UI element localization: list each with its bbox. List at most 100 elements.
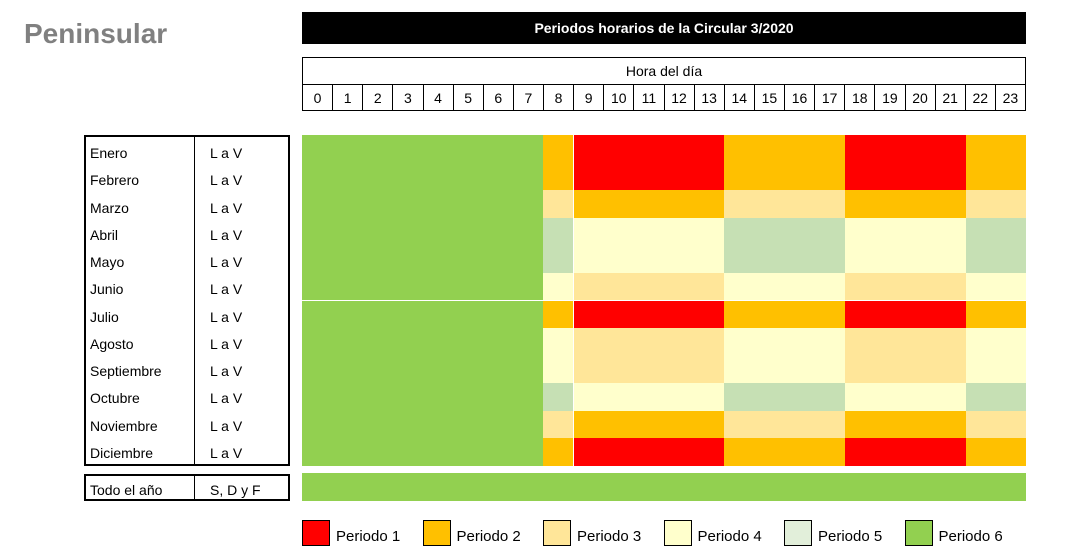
hour-label-7: 7 <box>514 85 544 110</box>
period-cell-p2 <box>573 410 725 439</box>
annual-table-divider <box>194 476 195 499</box>
legend-label: Periodo 5 <box>818 528 883 545</box>
period-cell-p2 <box>845 190 966 218</box>
period-cell-p2 <box>724 438 845 466</box>
period-cell-p1 <box>845 300 966 329</box>
period-cell-p5 <box>543 383 574 411</box>
period-cell-p5 <box>543 245 574 273</box>
period-cell-p4 <box>543 328 574 356</box>
hour-label-19: 19 <box>875 85 906 110</box>
hour-label-11: 11 <box>634 85 665 110</box>
legend-swatch <box>784 520 812 546</box>
month-name: Julio <box>90 308 119 325</box>
period-cell-p3 <box>573 272 725 301</box>
period-cell-p6 <box>302 272 544 301</box>
legend-label: Periodo 2 <box>456 528 521 545</box>
month-name: Noviembre <box>90 417 158 434</box>
x-axis-label: Hora del día <box>302 57 1026 84</box>
period-cell-p5 <box>724 245 845 273</box>
month-row: Junio L a V <box>86 273 288 300</box>
period-cell-p2 <box>543 438 574 466</box>
annual-label: Todo el año <box>90 482 163 498</box>
hour-label-20: 20 <box>906 85 936 110</box>
month-days: L a V <box>210 281 243 298</box>
period-cell-p3 <box>543 190 574 218</box>
period-cell-p5 <box>965 383 1026 411</box>
period-cell-p1 <box>573 438 725 466</box>
period-cell-p6 <box>302 190 544 218</box>
hour-label-1: 1 <box>333 85 364 110</box>
month-name: Mayo <box>90 254 125 270</box>
period-cell-p2 <box>965 300 1026 329</box>
month-name: Marzo <box>90 199 129 216</box>
period-cell-p4 <box>965 272 1026 301</box>
period-cell-p5 <box>543 217 574 246</box>
legend-label: Periodo 3 <box>577 528 642 545</box>
period-cell-p2 <box>724 162 845 191</box>
month-row: Octubre L a V <box>86 382 288 409</box>
month-row: Julio L a V <box>86 301 288 328</box>
annual-table: Todo el año S, D y F <box>84 474 290 501</box>
hour-header-row: 0 1 2 3 4 5 6 7 8 9 10 11 12 13 14 15 16 17 18 19 20 21 22 23 <box>302 84 1026 111</box>
period-cell-p1 <box>845 135 966 163</box>
period-grid-annual <box>302 473 1026 501</box>
period-cell-p2 <box>543 135 574 163</box>
period-cell-p4 <box>573 383 725 411</box>
period-cell-p4 <box>543 272 574 301</box>
month-days: L a V <box>210 335 243 352</box>
legend-swatch <box>663 520 692 546</box>
hour-label-16: 16 <box>785 85 816 110</box>
period-cell-p3 <box>965 410 1026 439</box>
month-row: Mayo L a V <box>86 246 288 273</box>
period-cell-p4 <box>845 245 966 273</box>
period-cell-p6 <box>302 410 544 439</box>
legend-label: Periodo 1 <box>336 528 401 545</box>
period-cell-p3 <box>845 355 966 384</box>
hour-label-12: 12 <box>665 85 695 110</box>
chart-title: Periodos horarios de la Circular 3/2020 <box>302 12 1026 44</box>
hour-label-18: 18 <box>845 85 876 110</box>
month-name: Agosto <box>90 335 134 352</box>
region-title: Peninsular <box>24 18 168 49</box>
period-cell-p6 <box>302 355 544 384</box>
hour-label-8: 8 <box>544 85 575 110</box>
month-days: L a V <box>210 172 243 189</box>
period-cell-p6 <box>302 245 544 273</box>
legend-swatch <box>543 520 571 546</box>
month-table-divider <box>194 137 195 464</box>
hour-label-4: 4 <box>424 85 454 110</box>
period-cell-p5 <box>724 383 845 411</box>
hour-label-22: 22 <box>966 85 996 110</box>
period-cell-p3 <box>965 190 1026 218</box>
month-name: Junio <box>90 281 124 298</box>
period-cell-p4 <box>845 217 966 246</box>
legend: Periodo 1 Periodo 2 Periodo 3 Periodo 4 Peri… <box>302 520 1042 548</box>
month-days: L a V <box>210 145 243 161</box>
month-name: Octubre <box>90 390 140 407</box>
period-cell-p6 <box>302 162 544 191</box>
period-cell-p3 <box>724 410 845 439</box>
period-cell-p3 <box>573 355 725 384</box>
period-cell-p6 <box>302 135 544 163</box>
period-cell-p6 <box>302 438 544 466</box>
hour-label-3: 3 <box>393 85 424 110</box>
month-row: Agosto L a V <box>86 328 288 355</box>
hour-label-10: 10 <box>604 85 635 110</box>
period-cell-p2 <box>965 438 1026 466</box>
hour-label-0: 0 <box>303 85 334 110</box>
period-cell-p2 <box>724 300 845 329</box>
period-cell-p5 <box>965 245 1026 273</box>
month-days: L a V <box>210 444 243 461</box>
period-cell-p2 <box>845 410 966 439</box>
period-cell-p1 <box>573 300 725 329</box>
period-cell-p4 <box>573 245 725 273</box>
period-cell-p4 <box>724 272 845 301</box>
hour-label-21: 21 <box>936 85 966 110</box>
period-cell-p4 <box>845 383 966 411</box>
period-cell-p2 <box>965 135 1026 163</box>
period-cell-p2 <box>573 190 725 218</box>
period-cell-p6 <box>302 383 544 411</box>
period-cell-p6 <box>302 300 544 329</box>
period-cell-p6 <box>302 328 544 356</box>
hour-label-15: 15 <box>755 85 785 110</box>
